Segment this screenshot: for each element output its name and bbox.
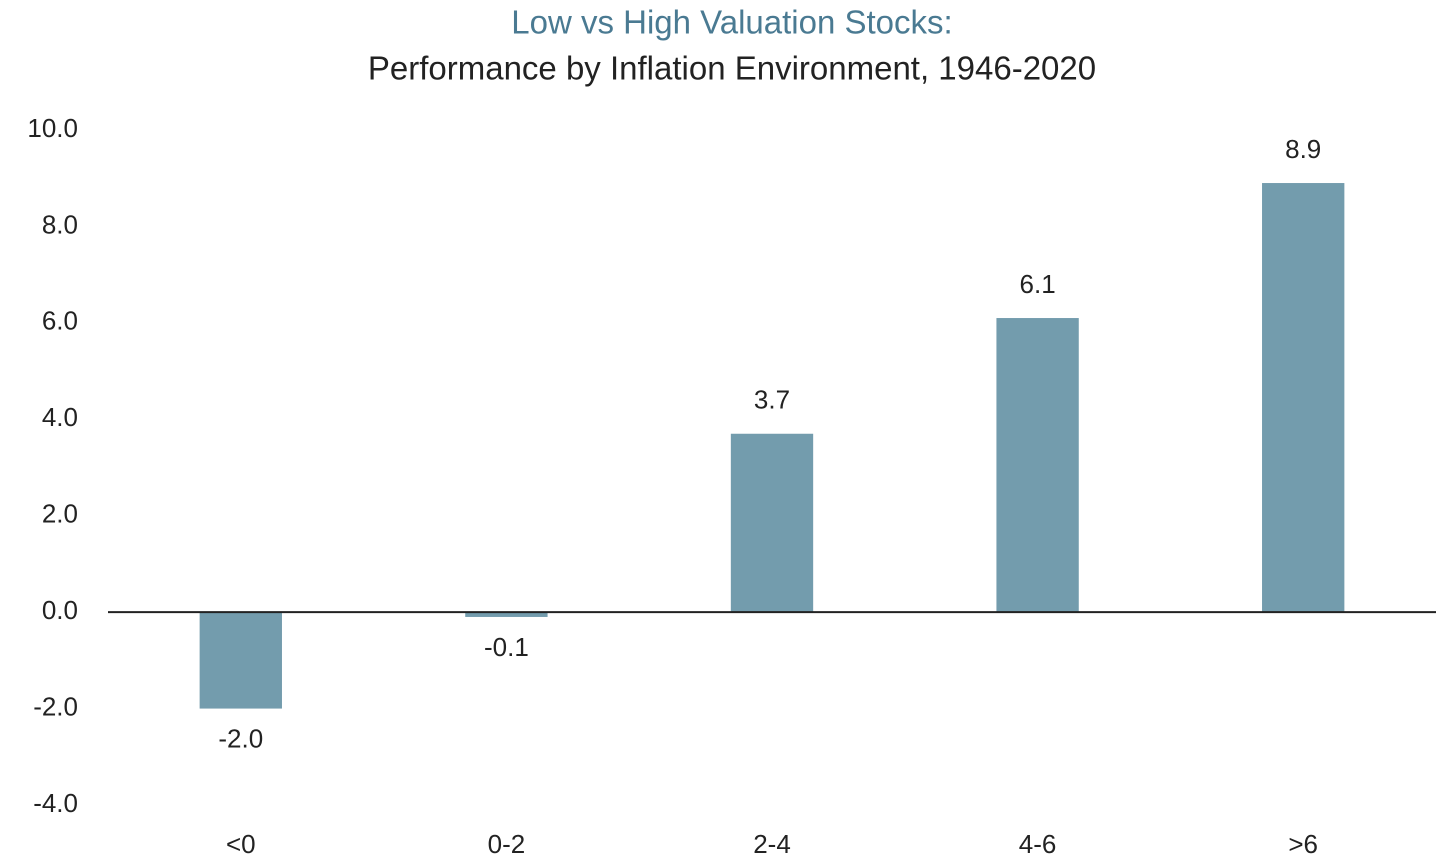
- bar: [465, 612, 548, 617]
- value-label: 6.1: [1020, 269, 1056, 299]
- x-tick-label: <0: [226, 829, 256, 859]
- value-label: -2.0: [218, 723, 263, 753]
- bar: [996, 318, 1079, 613]
- chart-subtitle: Performance by Inflation Environment, 19…: [368, 50, 1096, 87]
- y-tick-label: 8.0: [42, 209, 78, 239]
- x-tick-label: >6: [1288, 829, 1318, 859]
- bar: [1262, 183, 1345, 613]
- y-tick-label: 6.0: [42, 306, 78, 336]
- y-tick-label: 0.0: [42, 595, 78, 625]
- value-label: -0.1: [484, 632, 529, 662]
- x-tick-label: 4-6: [1019, 829, 1057, 859]
- value-label: 8.9: [1285, 134, 1321, 164]
- y-tick-label: 10.0: [27, 113, 78, 143]
- y-tick-label: -2.0: [33, 691, 78, 721]
- y-tick-label: 4.0: [42, 402, 78, 432]
- y-tick-label: 2.0: [42, 499, 78, 529]
- bar: [199, 612, 282, 709]
- x-tick-label: 2-4: [753, 829, 791, 859]
- value-label: 3.7: [754, 385, 790, 415]
- y-tick-label: -4.0: [33, 788, 78, 818]
- bar: [730, 433, 814, 613]
- chart-title: Low vs High Valuation Stocks:: [511, 4, 952, 41]
- x-tick-label: 0-2: [488, 829, 526, 859]
